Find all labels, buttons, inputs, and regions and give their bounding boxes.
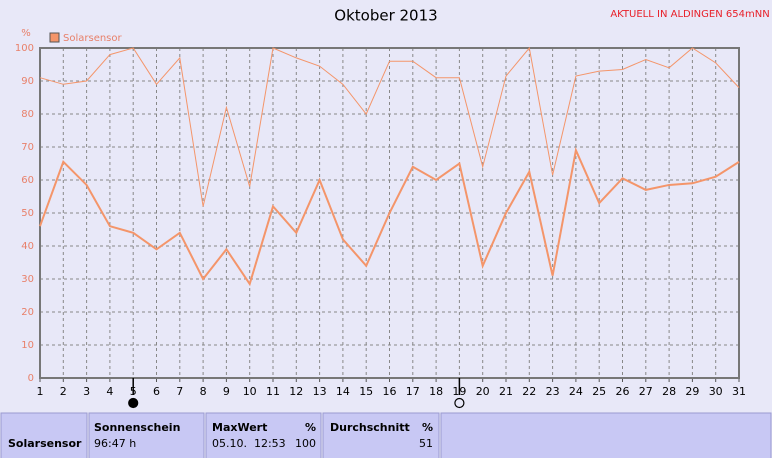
x-tick-label: 30 <box>709 385 723 398</box>
x-tick-label: 31 <box>732 385 746 398</box>
series-line <box>39 146 740 287</box>
y-tick-label: 20 <box>21 307 34 318</box>
table-value: 05.10. 12:53 <box>212 437 286 450</box>
x-tick-label: 9 <box>223 385 230 398</box>
x-tick-label: 26 <box>616 385 630 398</box>
corner-text: AKTUELL IN ALDINGEN 654mNN <box>610 9 769 20</box>
x-tick-label: 17 <box>406 385 420 398</box>
x-tick-label: 15 <box>359 385 373 398</box>
x-tick-label: 22 <box>522 385 536 398</box>
x-tick-label: 21 <box>499 385 513 398</box>
x-tick-label: 23 <box>546 385 560 398</box>
table-cell <box>205 412 322 458</box>
y-tick-label: 10 <box>21 340 34 351</box>
x-tick-label: 24 <box>569 385 583 398</box>
x-tick-label: 14 <box>336 385 350 398</box>
table-header: Sonnenschein <box>94 421 180 434</box>
x-tick-label: 12 <box>289 385 303 398</box>
table-header: % <box>422 421 433 434</box>
y-tick-label: 90 <box>21 76 34 87</box>
legend-swatch <box>49 32 60 43</box>
x-tick-label: 20 <box>476 385 490 398</box>
table-value: Solarsensor <box>8 437 82 450</box>
x-tick-label: 25 <box>592 385 606 398</box>
y-axis-label: % <box>21 28 31 39</box>
x-tick-label: 2 <box>60 385 67 398</box>
table-value: 100 <box>295 437 316 450</box>
series-line <box>39 46 740 207</box>
y-tick-label: 40 <box>21 241 34 252</box>
x-tick-label: 11 <box>266 385 280 398</box>
x-tick-label: 4 <box>106 385 113 398</box>
moon-marker <box>128 397 139 409</box>
legend-label: Solarsensor <box>63 33 123 44</box>
moon-marker <box>454 397 465 409</box>
table-value: 96:47 h <box>94 437 136 450</box>
y-tick-label: 80 <box>21 109 34 120</box>
x-tick-label: 3 <box>83 385 90 398</box>
y-tick-label: 70 <box>21 142 34 153</box>
y-tick-label: 50 <box>21 208 34 219</box>
x-tick-label: 18 <box>429 385 443 398</box>
x-tick-label: 27 <box>639 385 653 398</box>
table-header: Durchschnitt <box>330 421 410 434</box>
x-tick-label: 6 <box>153 385 160 398</box>
y-tick-label: 100 <box>15 43 34 54</box>
y-tick-label: 60 <box>21 175 34 186</box>
y-tick-label: 30 <box>21 274 34 285</box>
x-tick-label: 29 <box>685 385 699 398</box>
table-header: MaxWert <box>212 421 267 434</box>
x-tick-label: 28 <box>662 385 676 398</box>
x-tick-label: 7 <box>176 385 183 398</box>
x-tick-label: 10 <box>243 385 257 398</box>
x-tick-label: 16 <box>383 385 397 398</box>
table-cell <box>440 412 772 458</box>
plot-frame <box>39 47 740 379</box>
chart-title: Oktober 2013 <box>334 7 437 25</box>
table-cell <box>88 412 205 458</box>
x-tick-label: 13 <box>313 385 327 398</box>
table-cell <box>0 412 88 458</box>
x-tick-label: 8 <box>200 385 207 398</box>
table-value: 51 <box>419 437 433 450</box>
table-header: % <box>305 421 316 434</box>
x-tick-label: 1 <box>37 385 44 398</box>
y-tick-label: 0 <box>28 373 34 384</box>
table-cell <box>322 412 440 458</box>
